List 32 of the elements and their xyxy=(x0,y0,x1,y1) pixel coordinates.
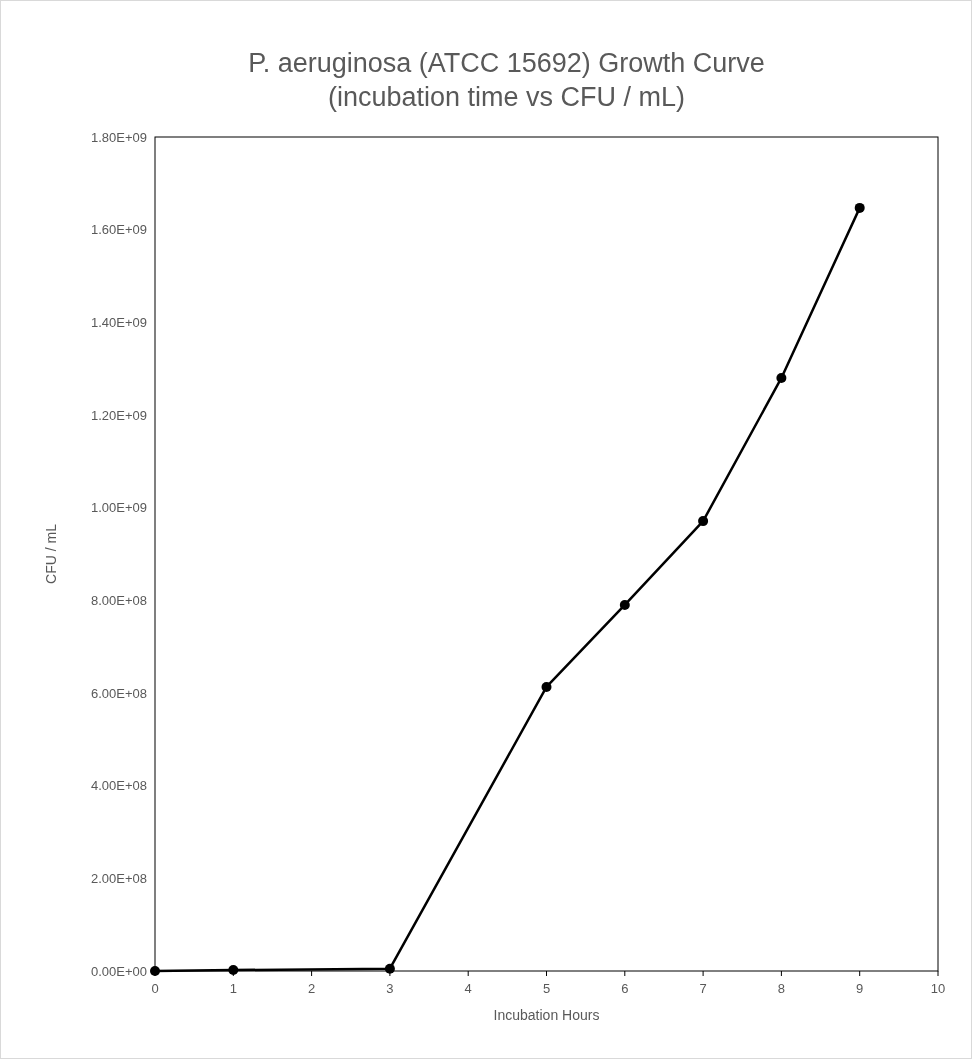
x-tick-label: 8 xyxy=(777,981,786,996)
point xyxy=(384,963,395,974)
y-tick-label: 4.00E+08 xyxy=(90,778,147,794)
y-tick-label: 1.20E+09 xyxy=(90,407,147,423)
point xyxy=(619,599,630,610)
x-tick-label: 1 xyxy=(229,981,237,996)
chart-title: P. aeruginosa (ATCC 15692) Growth Curve (incubation time vs CFU / mL) xyxy=(248,48,765,112)
x-tick-label: 2 xyxy=(307,981,316,996)
point xyxy=(541,681,552,692)
y-tick-label: 1.60E+09 xyxy=(90,222,147,238)
y-tick-label: 1.00E+09 xyxy=(90,500,147,516)
y-tick-label: 8.00E+08 xyxy=(90,592,147,608)
point xyxy=(776,372,787,383)
y-tick-label: 1.80E+09 xyxy=(90,129,147,145)
y-axis-title: CFU / mL xyxy=(43,523,59,584)
x-tick-label: 6 xyxy=(621,981,629,996)
x-tick-label: 0 xyxy=(151,981,159,996)
x-tick-label: 7 xyxy=(699,981,707,996)
y-tick-label: 2.00E+08 xyxy=(90,870,147,886)
x-axis-title: Incubation Hours xyxy=(493,1007,600,1023)
x-tick-label: 4 xyxy=(464,981,472,996)
point xyxy=(228,965,239,976)
y-tick-label: 6.00E+08 xyxy=(90,685,147,701)
x-tick-label: 3 xyxy=(386,981,394,996)
x-tick-label: 5 xyxy=(542,981,551,996)
x-tick-label: 10 xyxy=(930,981,946,996)
x-tick-label: 9 xyxy=(856,981,864,996)
point xyxy=(854,202,865,213)
point xyxy=(698,516,709,527)
point xyxy=(150,966,160,976)
y-tick-label: 1.40E+09 xyxy=(90,314,147,330)
y-tick-label: 0.00E+00 xyxy=(90,963,147,979)
